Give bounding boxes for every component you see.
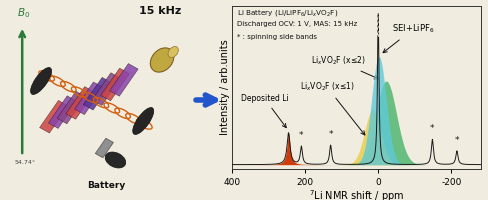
Text: 15 kHz: 15 kHz: [139, 6, 181, 16]
Text: 54.74°: 54.74°: [15, 160, 36, 165]
FancyBboxPatch shape: [40, 100, 68, 133]
FancyBboxPatch shape: [66, 87, 95, 119]
Text: *: *: [299, 131, 304, 140]
Text: Li$_x$VO$_2$F (x≤2): Li$_x$VO$_2$F (x≤2): [310, 55, 378, 79]
Ellipse shape: [31, 68, 52, 94]
Ellipse shape: [133, 108, 154, 134]
Text: *: *: [455, 136, 459, 145]
FancyBboxPatch shape: [95, 138, 113, 158]
Text: * : spinning side bands: * : spinning side bands: [237, 34, 317, 40]
Ellipse shape: [168, 46, 178, 58]
Text: Battery: Battery: [87, 181, 126, 190]
Text: Li Battery (Li/LiPF$_6$/Li$_x$VO$_2$F): Li Battery (Li/LiPF$_6$/Li$_x$VO$_2$F): [237, 8, 338, 18]
Text: SEI+LiPF$_6$: SEI+LiPF$_6$: [383, 23, 434, 53]
Text: Li$_x$VO$_2$F (x≤1): Li$_x$VO$_2$F (x≤1): [300, 81, 365, 135]
Text: *: *: [328, 130, 333, 139]
Text: *: *: [430, 124, 435, 133]
Ellipse shape: [150, 48, 174, 72]
Text: $B_0$: $B_0$: [17, 6, 30, 20]
Ellipse shape: [105, 152, 126, 168]
FancyBboxPatch shape: [75, 82, 103, 115]
Text: Discharged OCV: 1 V, MAS: 15 kHz: Discharged OCV: 1 V, MAS: 15 kHz: [237, 21, 357, 27]
FancyBboxPatch shape: [83, 77, 112, 110]
FancyBboxPatch shape: [109, 64, 138, 96]
FancyBboxPatch shape: [101, 68, 129, 101]
X-axis label: $^{7}$Li NMR shift / ppm: $^{7}$Li NMR shift / ppm: [308, 188, 404, 200]
Text: Deposited Li: Deposited Li: [241, 94, 288, 128]
FancyBboxPatch shape: [92, 73, 121, 105]
Y-axis label: Intensity / arb.units: Intensity / arb.units: [221, 40, 230, 135]
FancyBboxPatch shape: [57, 91, 86, 124]
FancyBboxPatch shape: [48, 96, 77, 128]
